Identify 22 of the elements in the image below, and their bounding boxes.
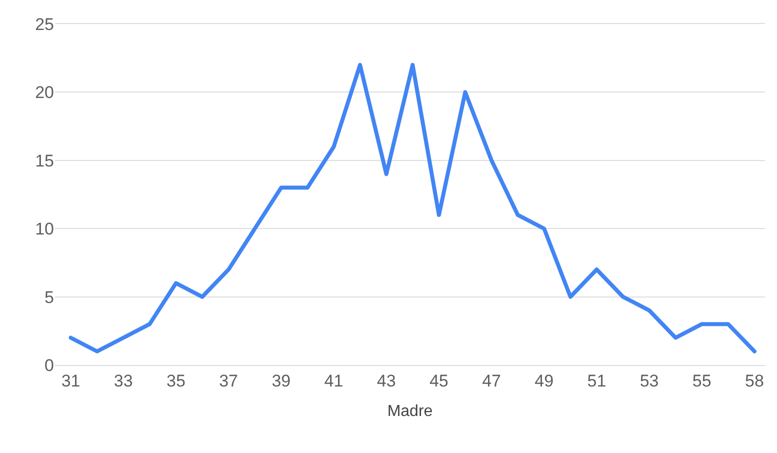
x-tick-label: 31 bbox=[61, 371, 80, 390]
y-tick-label: 15 bbox=[35, 151, 54, 170]
x-tick-label: 49 bbox=[534, 371, 554, 390]
y-tick-label: 10 bbox=[35, 220, 54, 239]
x-tick-label: 33 bbox=[114, 371, 133, 390]
x-tick-label: 58 bbox=[745, 371, 764, 390]
x-tick-label: 39 bbox=[272, 371, 291, 390]
y-tick-label: 5 bbox=[44, 288, 54, 307]
y-tick-label: 20 bbox=[35, 83, 54, 102]
x-axis-title: Madre bbox=[387, 403, 433, 420]
x-tick-label: 41 bbox=[324, 371, 344, 390]
x-tick-label: 53 bbox=[640, 371, 659, 390]
x-tick-label: 45 bbox=[429, 371, 448, 390]
x-tick-label: 37 bbox=[219, 371, 238, 390]
x-tick-label: 43 bbox=[376, 371, 396, 390]
x-tick-label: 51 bbox=[587, 371, 606, 390]
line-series bbox=[68, 62, 756, 354]
y-tick-label: 0 bbox=[44, 356, 54, 375]
x-tick-label: 55 bbox=[692, 371, 712, 390]
x-tick-label: 47 bbox=[482, 371, 501, 390]
x-tick-label: 35 bbox=[166, 371, 186, 390]
y-tick-label: 25 bbox=[35, 14, 54, 34]
